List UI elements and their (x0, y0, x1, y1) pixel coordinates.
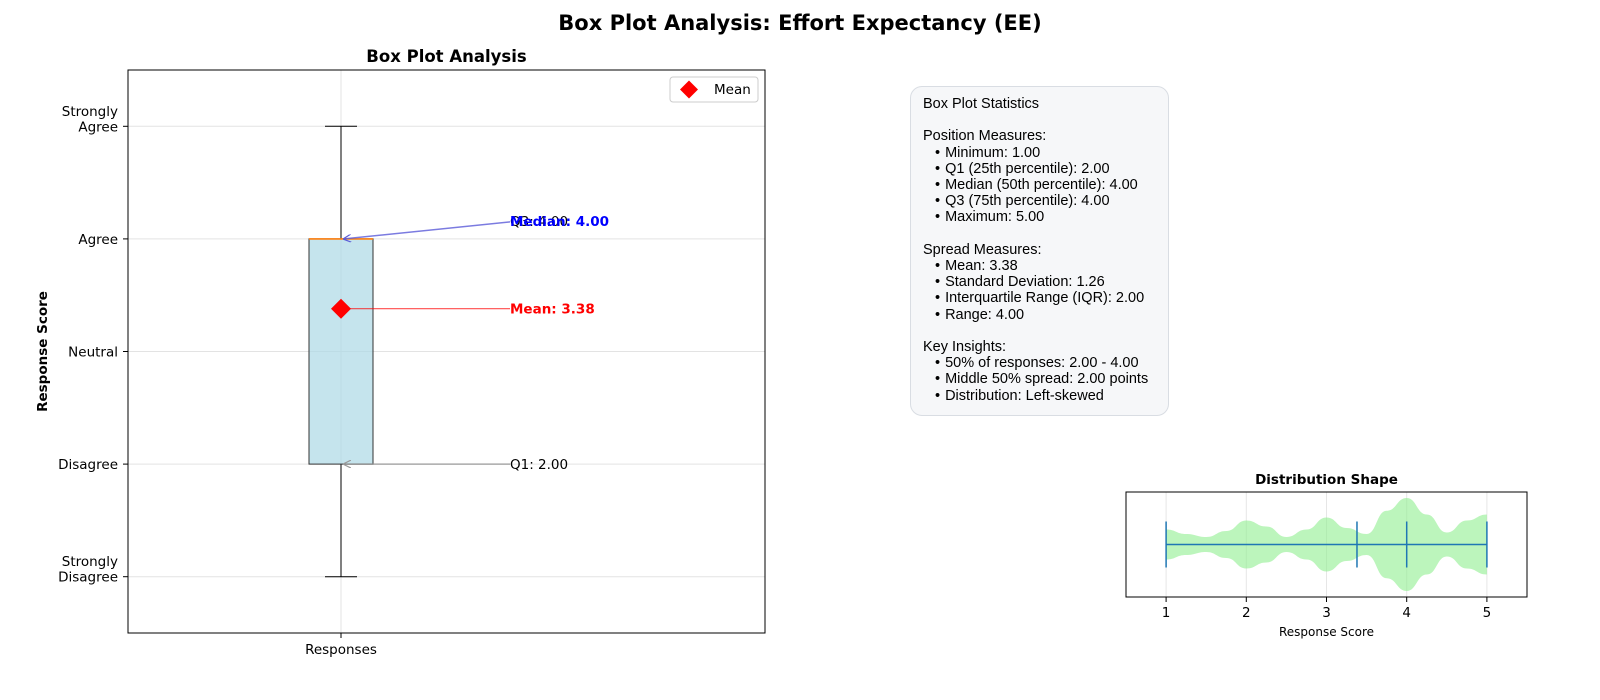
stats-item: Distribution: Left-skewed (923, 388, 1156, 404)
median-annotation: Median: 4.00 (510, 214, 609, 230)
x-tick-label: Responses (305, 642, 377, 658)
y-tick-label: Strongly (62, 554, 118, 570)
y-tick-label: Agree (78, 232, 118, 248)
distribution-shape-chart: 1 2 3 4 5 Distribution Shape Response Score (1125, 472, 1528, 639)
legend-mean-marker (680, 80, 698, 99)
stats-title: Box Plot Statistics (923, 96, 1040, 112)
spacer (923, 226, 1156, 242)
y-tick-label: Agree (78, 119, 118, 135)
spacer (923, 112, 1156, 128)
q3-annotation: Q3: 4.00 (510, 214, 568, 230)
spacer (923, 323, 1156, 339)
violin-title: Distribution Shape (1255, 472, 1398, 488)
x-tick-label: 3 (1322, 605, 1331, 621)
stats-item: Q1 (25th percentile): 2.00 (923, 161, 1156, 177)
x-tick-label: 1 (1162, 605, 1171, 621)
stats-item: Range: 4.00 (923, 307, 1156, 323)
iqr-box (308, 238, 374, 465)
stats-item: Standard Deviation: 1.26 (923, 274, 1156, 290)
stats-item: Q3 (75th percentile): 4.00 (923, 193, 1156, 209)
legend-box (669, 76, 759, 103)
mean-annotation: Mean: 3.38 (510, 302, 595, 318)
stats-section-heading: Position Measures: (923, 128, 1047, 145)
chart-title: Box Plot Analysis (366, 47, 527, 66)
stats-item: Mean: 3.38 (923, 258, 1156, 274)
stats-item: 50% of responses: 2.00 - 4.00 (923, 355, 1156, 371)
stats-section-heading: Spread Measures: (923, 241, 1042, 258)
y-tick-label: Disagree (58, 570, 118, 586)
stats-section-heading: Key Insights: (923, 339, 1007, 355)
stats-item: Maximum: 5.00 (923, 209, 1156, 225)
stats-item: Interquartile Range (IQR): 2.00 (923, 290, 1156, 306)
y-tick-label: Strongly (62, 104, 118, 120)
stats-item: Minimum: 1.00 (923, 145, 1156, 161)
y-tick-label: Neutral (68, 345, 118, 361)
legend-label: Mean (714, 82, 751, 98)
x-tick-label: 5 (1483, 605, 1492, 621)
y-axis-label: Response Score (35, 291, 51, 412)
stats-item: Median (50th percentile): 4.00 (923, 177, 1156, 193)
q1-annotation: Q1: 2.00 (510, 457, 568, 473)
box-plot-statistics-panel: Box Plot Statistics Position Measures:Min… (910, 86, 1169, 416)
violin-x-label: Response Score (1279, 625, 1374, 639)
x-tick-label: 2 (1242, 605, 1251, 621)
q3-arrow (344, 221, 511, 239)
figure-title: Box Plot Analysis: Effort Expectancy (EE… (558, 11, 1041, 35)
x-tick-label: 4 (1402, 605, 1411, 621)
stats-item: Middle 50% spread: 2.00 points (923, 371, 1156, 387)
y-tick-label: Disagree (58, 457, 118, 473)
mean-marker (331, 298, 351, 319)
